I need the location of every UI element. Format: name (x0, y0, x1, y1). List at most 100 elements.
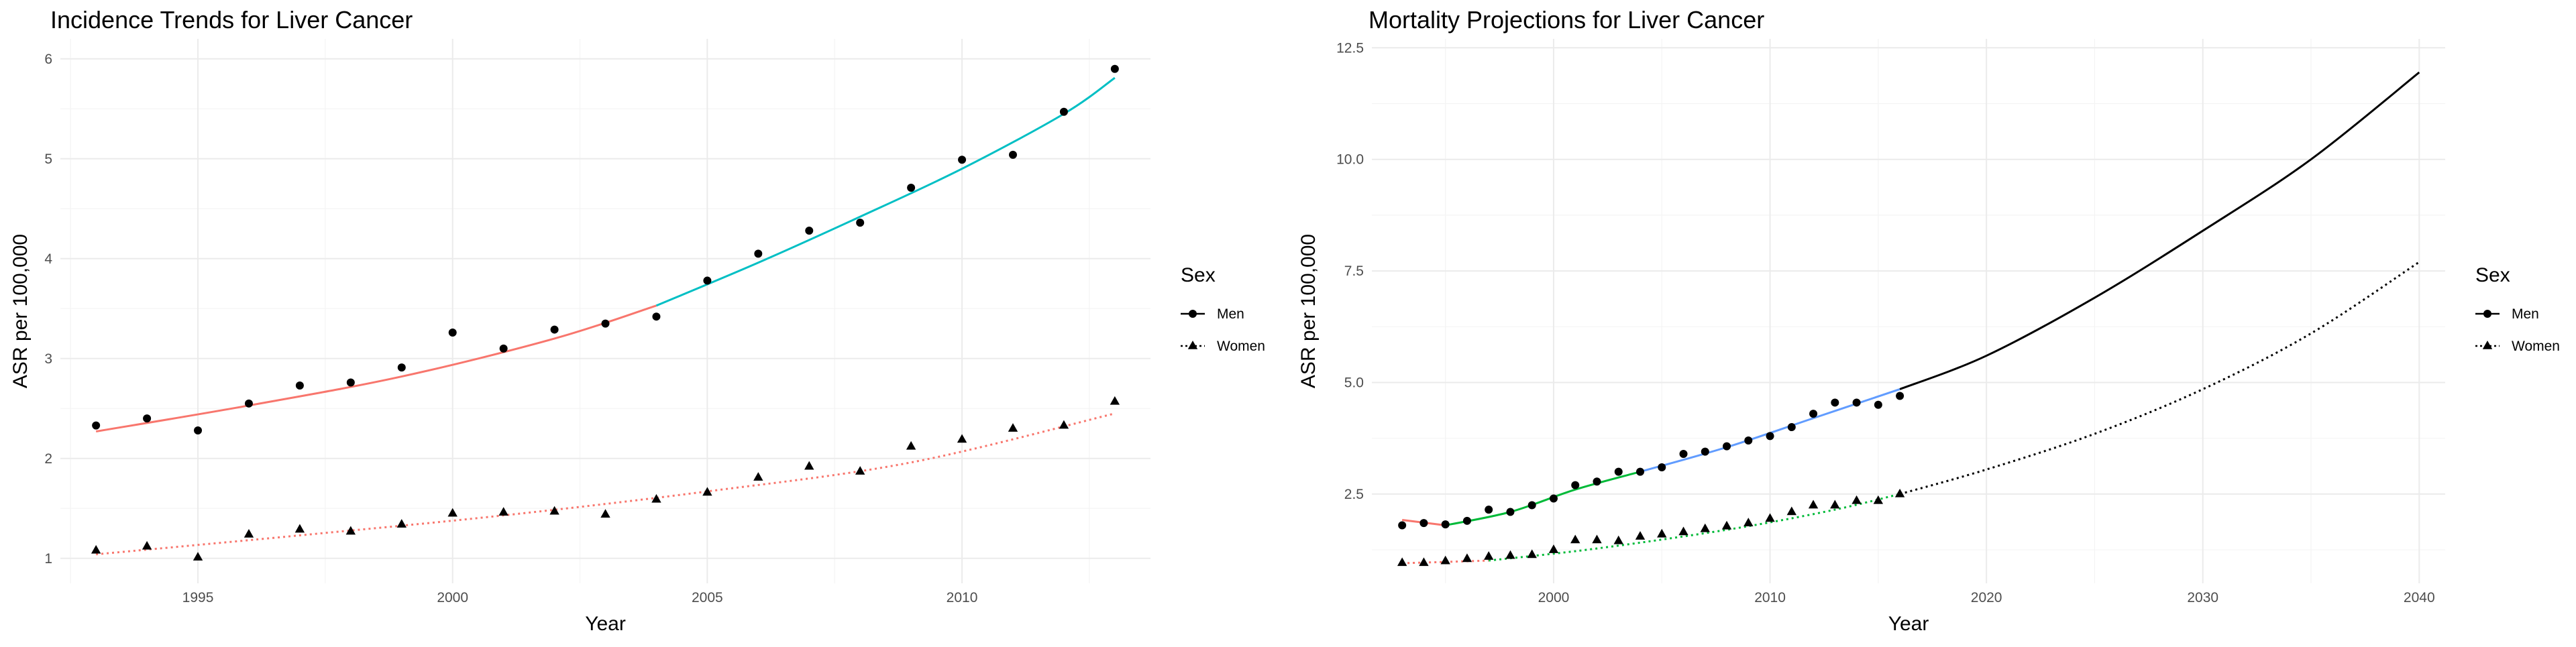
series-men (92, 64, 1119, 435)
point-women (1657, 528, 1667, 538)
point-women (498, 507, 508, 516)
y-axis-title: ASR per 100,000 (9, 234, 32, 388)
point-men (601, 319, 610, 328)
point-women (600, 509, 610, 518)
chart-title: Incidence Trends for Liver Cancer (50, 6, 413, 34)
point-women (1008, 423, 1018, 432)
point-women (345, 526, 356, 535)
point-men (1852, 398, 1861, 407)
y-tick-label: 1 (44, 551, 52, 567)
point-women (1440, 555, 1450, 565)
point-men (1571, 481, 1580, 489)
fit-line-men (655, 76, 1116, 307)
point-men (448, 329, 457, 337)
legend: Sex Men Women (1181, 264, 1265, 354)
point-men (1896, 392, 1904, 400)
series-men (1398, 392, 1904, 530)
x-tick-label: 2000 (1538, 590, 1570, 605)
y-axis-title: ASR per 100,000 (1297, 234, 1320, 388)
point-men (1462, 516, 1471, 525)
point-women (549, 506, 559, 515)
point-women (906, 440, 916, 450)
point-women (1613, 535, 1623, 544)
point-women (1059, 420, 1069, 429)
point-women (1808, 499, 1819, 509)
fit-line-men (1899, 71, 2420, 390)
point-men (907, 183, 916, 192)
point-men (1527, 501, 1536, 510)
point-men (1110, 64, 1119, 73)
y-tick-label: 2.5 (1344, 487, 1364, 502)
point-men (1701, 447, 1709, 456)
point-men (1614, 467, 1623, 476)
y-tick-label: 7.5 (1344, 263, 1364, 279)
point-women (294, 524, 305, 533)
point-women (1894, 488, 1905, 497)
legend-key-circle (1189, 310, 1197, 318)
point-women (396, 519, 407, 528)
point-women (244, 528, 254, 538)
fit-line-men (1445, 471, 1641, 526)
point-men (1636, 467, 1644, 476)
point-men (958, 156, 967, 164)
legend-title: Sex (1181, 264, 1216, 286)
chart-1: 1995 2000 2005 2010 1 2 3 4 5 6 Incidence Trends f… (9, 6, 1265, 635)
point-women (1786, 506, 1797, 516)
point-men (1398, 521, 1407, 530)
point-women (1592, 534, 1602, 544)
point-men (1679, 449, 1688, 458)
legend-key-circle (2483, 310, 2491, 318)
point-men (1766, 432, 1774, 440)
point-men (805, 227, 814, 235)
y-tick-label: 3 (44, 351, 52, 367)
point-women (1830, 499, 1840, 509)
point-men (92, 421, 101, 430)
point-women (91, 544, 101, 554)
point-women (1527, 549, 1537, 558)
point-men (1831, 398, 1839, 407)
y-tick-label: 4 (44, 251, 52, 267)
point-women (1873, 495, 1884, 504)
point-men (143, 414, 152, 423)
legend-title: Sex (2475, 264, 2510, 286)
point-women (855, 466, 865, 475)
y-tick-label: 5.0 (1344, 375, 1364, 390)
y-tick-label: 10.0 (1336, 152, 1364, 168)
point-women (1721, 520, 1732, 530)
point-women (1419, 557, 1429, 567)
point-women (193, 552, 203, 561)
point-women (1743, 518, 1754, 526)
point-men (1787, 423, 1796, 432)
point-women (1397, 557, 1407, 567)
point-men (295, 381, 304, 390)
point-men (1658, 463, 1666, 471)
point-men (1059, 107, 1068, 116)
point-women (1678, 526, 1688, 536)
x-tick-label: 2020 (1971, 590, 2002, 605)
gridlines (1372, 39, 2445, 583)
chart-2: 2000 2010 2020 2030 2040 2.5 5.0 7.5 10.0 12.5Mor… (1297, 6, 2560, 635)
x-axis-title: Year (1888, 613, 1929, 635)
legend-label: Men (1217, 306, 1244, 322)
x-tick-label: 1995 (182, 590, 214, 605)
legend-label: Women (1217, 339, 1265, 354)
fit-line-men (95, 304, 657, 433)
point-men (499, 344, 508, 353)
point-women (702, 487, 712, 496)
point-men (856, 219, 865, 227)
x-tick-label: 2040 (2404, 590, 2435, 605)
legend-label: Women (2512, 339, 2560, 354)
point-women (1765, 513, 1775, 522)
point-women (1635, 531, 1646, 540)
legend-key-triangle (1187, 341, 1198, 349)
y-tick-label: 2 (44, 451, 52, 467)
gridlines (60, 39, 1150, 583)
point-men (194, 426, 203, 435)
point-women (1505, 550, 1515, 559)
y-tick-label: 6 (44, 52, 52, 67)
point-women (1110, 396, 1120, 405)
series-women (91, 396, 1120, 561)
chart-title: Mortality Projections for Liver Cancer (1368, 6, 1764, 34)
point-women (1851, 495, 1862, 504)
